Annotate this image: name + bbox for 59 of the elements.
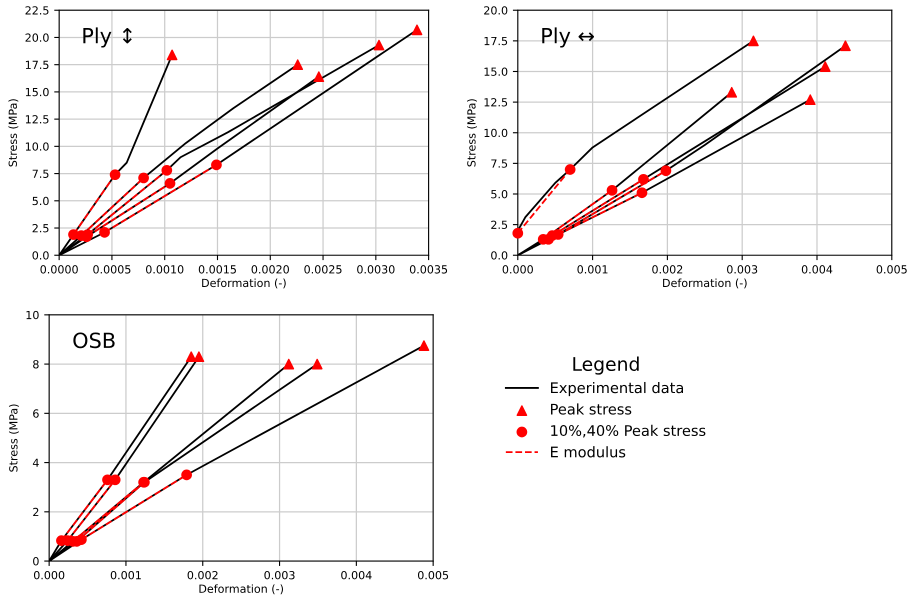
x-tick-label: 0.0030 (357, 265, 395, 274)
y-tick-label: 10.0 (26, 142, 49, 151)
y-tick-label: 7.5 (491, 159, 508, 168)
y-axis-title: Stress (MPa) (8, 99, 18, 166)
x-tick-label: 0.004 (341, 570, 372, 580)
x-tick-label: 0.0015 (198, 265, 236, 274)
text: OSB (73, 332, 115, 348)
y-tick-label: 5.0 (32, 196, 49, 206)
x-tick-label: 0.001 (577, 265, 608, 274)
y-tick-label: 17.5 (484, 36, 508, 46)
y-tick-label: 22.5 (26, 6, 48, 15)
x-tick-label: 0.003 (727, 265, 758, 274)
y-tick-label: 20.0 (26, 33, 49, 42)
x-tick-label: 0.000 (502, 265, 533, 274)
x-tick-label: 0.002 (652, 265, 682, 274)
x-tick-label: 0.002 (188, 570, 218, 580)
x-tick-label: 0.0025 (304, 265, 342, 274)
x-axis-title: Deformation (-) (663, 278, 747, 288)
x-axis-title: Deformation (-) (199, 584, 283, 594)
y-tick-label: 5.0 (491, 190, 508, 198)
y-tick-label: 10 (26, 310, 39, 320)
legend-title: Legend (573, 356, 639, 375)
y-tick-label: 0.0 (32, 251, 49, 260)
y-tick-label: 12.5 (26, 115, 48, 124)
y-tick-label: 2.5 (32, 224, 48, 232)
x-tick-label: 0.000 (34, 570, 64, 580)
y-tick-label: 7.5 (32, 170, 48, 178)
y-tick-label: 2.5 (491, 220, 508, 229)
legend-label: 10%,40% Peak stress (551, 424, 706, 438)
x-tick-label: 0.003 (264, 570, 295, 580)
y-tick-label: 8 (33, 360, 39, 368)
y-tick-label: 12.5 (484, 98, 508, 106)
text: Ply ↔ (542, 27, 594, 48)
y-tick-label: 15.0 (26, 88, 49, 96)
y-tick-label: 17.5 (26, 60, 48, 70)
x-tick-label: 0.0035 (410, 265, 448, 274)
x-tick-label: 0.001 (110, 570, 141, 580)
x-tick-label: 0.004 (802, 265, 832, 274)
y-axis-title: Stress (MPa) (467, 99, 477, 166)
y-tick-label: 0.0 (491, 251, 508, 260)
x-tick-label: 0.005 (418, 570, 448, 580)
x-tick-label: 0.0010 (146, 265, 184, 274)
x-tick-label: 0.0005 (93, 265, 130, 274)
y-tick-label: 20.0 (484, 6, 508, 15)
x-tick-label: 0.005 (876, 265, 907, 274)
text: Ply ↕ (83, 27, 132, 48)
legend-label: Peak stress (551, 403, 632, 415)
y-tick-label: 2 (33, 508, 38, 516)
y-tick-label: 4 (32, 458, 39, 467)
x-tick-label: 0.0020 (252, 265, 289, 274)
legend-label: Experimental data (551, 382, 684, 396)
y-axis-title: Stress (MPa) (8, 404, 19, 472)
y-tick-label: 0 (33, 557, 39, 566)
x-axis-title: Deformation (-) (202, 278, 286, 288)
y-tick-label: 15.0 (484, 67, 508, 76)
legend-label: E modulus (551, 446, 626, 458)
x-tick-label: 0.0000 (40, 265, 78, 274)
y-tick-label: 10.0 (484, 128, 508, 138)
y-tick-label: 6 (33, 409, 39, 418)
